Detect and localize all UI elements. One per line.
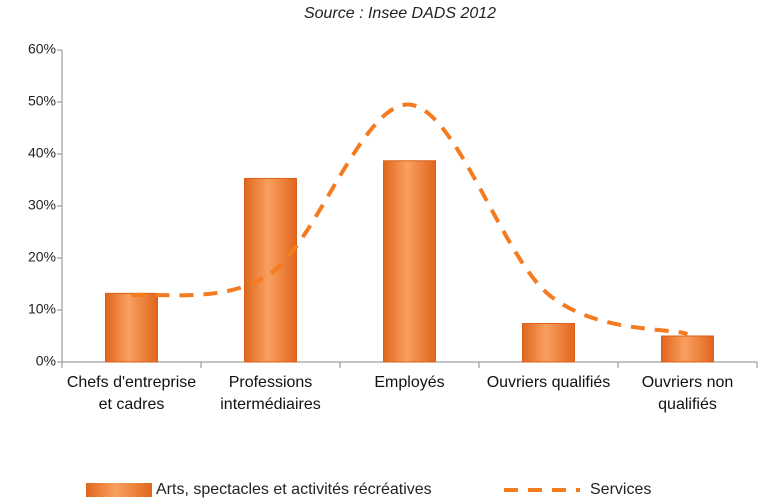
bar	[522, 323, 575, 363]
x-tick-label: Ouvriers qualifiés	[486, 374, 611, 391]
y-tick-label: 40%	[28, 145, 56, 161]
legend-swatch	[86, 483, 152, 497]
x-tick-label: Ouvriers non qualifiés	[641, 374, 734, 413]
x-tick-label: Professions intermédiaires	[220, 374, 321, 413]
bar	[383, 160, 436, 363]
chart-title: Source : Insee DADS 2012	[304, 5, 496, 22]
x-tick-label: Employés	[374, 374, 445, 391]
y-tick-label: 30%	[28, 197, 56, 213]
line	[131, 102, 689, 336]
x-tick-label: Chefs d'entreprise et cadres	[66, 374, 197, 413]
bar	[661, 335, 714, 363]
y-tick-label: 50%	[28, 93, 56, 109]
legend-label: Services	[590, 481, 651, 498]
bar	[244, 177, 297, 363]
legend-label: Arts, spectacles et activités récréative…	[156, 481, 432, 498]
y-tick-label: 10%	[28, 301, 56, 317]
y-tick-label: 60%	[28, 41, 56, 57]
bar	[105, 292, 158, 363]
y-tick-label: 0%	[36, 353, 56, 369]
y-tick-label: 20%	[28, 249, 56, 265]
